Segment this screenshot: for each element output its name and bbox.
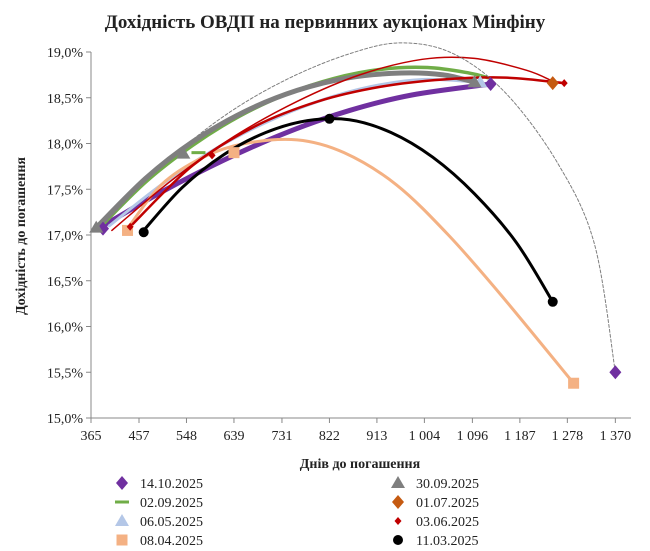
- x-tick-label: 1 096: [457, 429, 489, 444]
- data-point: [228, 147, 240, 159]
- x-tick-label: 822: [319, 429, 340, 444]
- legend-marker: [394, 517, 402, 525]
- x-tick-label: 548: [176, 429, 197, 444]
- trend-line: [142, 117, 555, 304]
- legend-label: 02.09.2025: [140, 496, 203, 511]
- x-tick-label: 365: [81, 429, 102, 444]
- y-tick-label: 18,5%: [47, 92, 84, 107]
- y-tick-label: 16,5%: [47, 275, 84, 290]
- data-markers: [89, 75, 622, 389]
- trend-line: [93, 70, 477, 231]
- x-tick-label: 1 004: [409, 429, 441, 444]
- data-point: [467, 75, 482, 88]
- data-point: [89, 220, 104, 233]
- legend-marker: [392, 495, 404, 509]
- data-point: [560, 79, 568, 88]
- plot-lines: [93, 42, 616, 385]
- y-tick-label: 19,0%: [47, 46, 84, 61]
- data-point: [568, 377, 580, 389]
- data-point: [484, 77, 497, 92]
- legend-marker: [393, 535, 403, 545]
- x-tick-label: 457: [129, 429, 150, 444]
- trend-line: [100, 81, 494, 229]
- axes: 15,0% 15,5% 16,0% 16,5% 17,0% 17,5% 18,0% 18,5%…: [47, 46, 631, 444]
- legend-label: 03.06.2025: [416, 515, 479, 530]
- legend-marker: [115, 514, 129, 526]
- legend-label: 01.07.2025: [416, 496, 479, 511]
- trend-line: [126, 137, 576, 385]
- y-tick-label: 15,5%: [47, 366, 84, 381]
- y-axis-title: Дохідність до погашення: [14, 157, 29, 315]
- x-tick-label: 913: [366, 429, 387, 444]
- legend: 14.10.2025 02.09.2025 06.05.2025 08.04.2025…: [115, 476, 479, 549]
- y-tick-label: 17,0%: [47, 229, 84, 244]
- legend-label: 06.05.2025: [140, 515, 203, 530]
- x-tick-label: 731: [271, 429, 292, 444]
- legend-marker: [116, 476, 128, 490]
- chart-title: Дохідність ОВДП на первинних аукціонах М…: [105, 12, 546, 33]
- data-point: [191, 151, 206, 155]
- y-tick-label: 16,0%: [47, 321, 84, 336]
- data-point: [208, 151, 216, 160]
- data-point: [126, 222, 134, 231]
- data-point: [122, 224, 134, 236]
- x-tick-label: 639: [223, 429, 244, 444]
- x-tick-label: 1 370: [600, 429, 632, 444]
- data-point: [176, 146, 191, 159]
- legend-marker: [116, 534, 128, 546]
- x-axis-title: Днів до погашення: [300, 457, 421, 472]
- data-point: [324, 113, 335, 124]
- y-tick-label: 18,0%: [47, 138, 84, 153]
- data-point: [138, 227, 149, 238]
- data-point: [609, 365, 622, 380]
- data-point: [546, 76, 559, 91]
- y-tick-label: 15,0%: [47, 412, 84, 427]
- trend-line: [128, 76, 566, 229]
- legend-label: 11.03.2025: [416, 534, 478, 549]
- y-tick-label: 17,5%: [47, 183, 84, 198]
- legend-label: 30.09.2025: [416, 477, 479, 492]
- x-tick-label: 1 187: [504, 429, 536, 444]
- legend-label: 14.10.2025: [140, 477, 203, 492]
- legend-label: 08.04.2025: [140, 534, 203, 549]
- x-tick-label: 1 278: [552, 429, 584, 444]
- legend-marker: [115, 500, 129, 504]
- data-point: [547, 296, 558, 307]
- trend-line: [98, 42, 616, 373]
- legend-marker: [391, 476, 405, 488]
